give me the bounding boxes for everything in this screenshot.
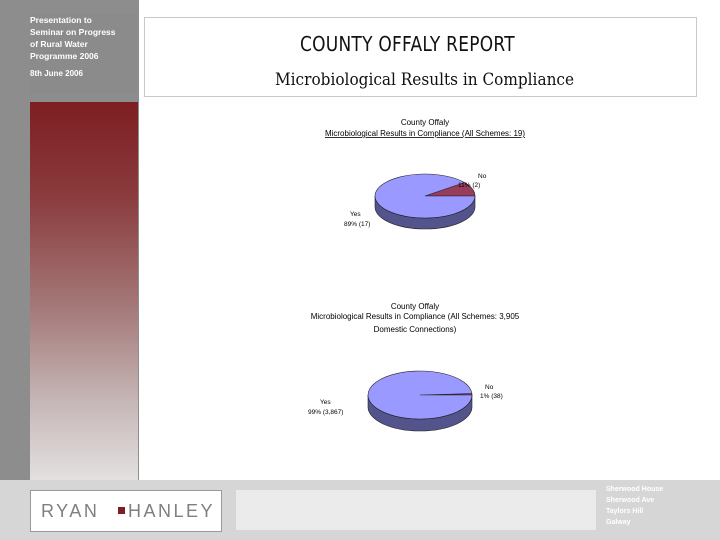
presentation-line: Seminar on Progress bbox=[30, 27, 116, 37]
presentation-info: Presentation to Seminar on Progress of R… bbox=[30, 14, 138, 94]
slice-value-no: 1% (38) bbox=[480, 393, 503, 400]
address-line: Taylors Hill bbox=[606, 508, 644, 515]
chart-subtitle-2: Domestic Connections) bbox=[374, 325, 457, 334]
pie-chart-2: County Offaly Microbiological Results in… bbox=[308, 302, 520, 432]
pie-slice-yes bbox=[374, 173, 476, 219]
company-logo: RYAN HANLEY bbox=[30, 490, 222, 532]
pie-chart-1: County Offaly Microbiological Results in… bbox=[325, 118, 525, 230]
address-line: Sherwood House bbox=[606, 486, 664, 493]
side-gradient bbox=[30, 102, 138, 480]
pie-group bbox=[374, 173, 476, 230]
slice-label-no: No bbox=[485, 384, 494, 391]
slice-value-no: 11% (2) bbox=[458, 182, 480, 189]
slice-label-yes: Yes bbox=[320, 399, 331, 406]
presentation-line: of Rural Water bbox=[30, 39, 88, 49]
slice-label-no: No bbox=[478, 173, 487, 180]
chart-subtitle: Microbiological Results in Compliance (A… bbox=[311, 312, 520, 321]
slice-label-yes: Yes bbox=[350, 211, 361, 218]
slice-value-yes: 89% (17) bbox=[344, 221, 370, 228]
logo-text-left: RYAN bbox=[41, 501, 100, 521]
page-subtitle: Microbiological Results in Compliance bbox=[275, 70, 575, 90]
logo-square-icon bbox=[118, 507, 125, 514]
slice-value-yes: 99% (3,867) bbox=[308, 409, 343, 416]
address-line: Sherwood Ave bbox=[606, 497, 655, 504]
footer-panel bbox=[236, 490, 596, 530]
chart-title: County Offaly bbox=[401, 118, 449, 127]
pie-group bbox=[367, 370, 473, 432]
header-box: COUNTY OFFALY REPORT Microbiological Res… bbox=[144, 17, 697, 97]
presentation-line: Programme 2006 bbox=[30, 51, 99, 61]
company-address: Sherwood House Sherwood Ave Taylors Hill… bbox=[606, 484, 716, 528]
chart-subtitle: Microbiological Results in Compliance (A… bbox=[325, 129, 525, 138]
page-title: COUNTY OFFALY REPORT bbox=[300, 32, 515, 56]
address-line: Galway bbox=[606, 519, 631, 526]
presentation-date: 8th June 2006 bbox=[30, 69, 83, 78]
logo-text-right: HANLEY bbox=[128, 501, 216, 521]
presentation-line: Presentation to bbox=[30, 15, 92, 25]
chart-title: County Offaly bbox=[391, 302, 439, 311]
pie-slice-yes bbox=[367, 370, 473, 420]
